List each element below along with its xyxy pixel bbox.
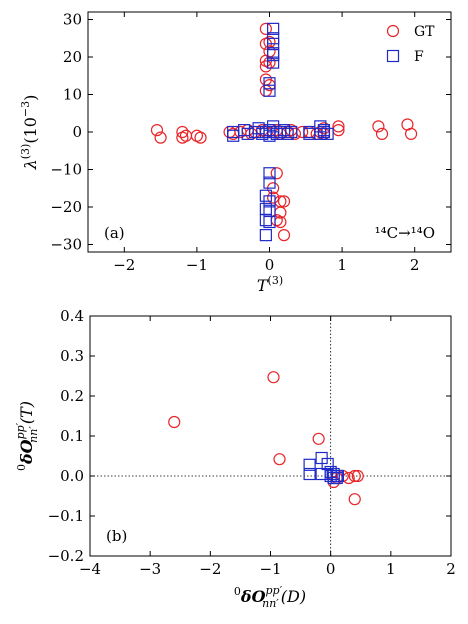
x-axis-title-b: 0δOpp′ nn′ (D) — [234, 584, 306, 610]
y-axis-title-b: 0δOpp′nn′(T) — [14, 401, 40, 471]
data-point-gt — [273, 453, 286, 466]
y-tick-label: 0.1 — [60, 427, 84, 445]
y-tick-label: −20 — [50, 198, 82, 216]
data-point-f — [263, 84, 276, 97]
data-point-f — [263, 176, 276, 189]
legend-marker-f — [386, 49, 400, 63]
panel-label-a: (a) — [104, 224, 125, 242]
x-tick-label: 2 — [410, 256, 420, 274]
series-f — [303, 451, 344, 485]
data-point-f — [330, 471, 343, 485]
y-tick-label: 30 — [63, 11, 82, 29]
reaction-annotation: ¹⁴C→¹⁴O — [375, 224, 435, 242]
y-tick-label: −0.1 — [48, 507, 84, 525]
data-point-f — [285, 125, 298, 139]
data-point-gt — [168, 415, 181, 429]
x-tick-label: 2 — [446, 560, 456, 578]
data-point-f — [263, 195, 276, 208]
panel-label-b: (b) — [106, 527, 127, 545]
x-tick-label: 1 — [386, 560, 396, 578]
y-tick-label: 0.2 — [60, 387, 84, 405]
data-point-f — [277, 124, 291, 137]
data-point-gt — [372, 120, 385, 133]
data-point-f — [263, 167, 276, 180]
data-point-gt — [176, 125, 189, 139]
x-tick-label: −2 — [113, 256, 135, 274]
data-point-gt — [277, 195, 291, 208]
data-point-gt — [404, 127, 418, 140]
x-tick-label: 0 — [326, 560, 336, 578]
y-tick-label: 0 — [72, 123, 82, 141]
data-point-gt — [267, 371, 280, 384]
data-point-f — [267, 49, 280, 62]
data-point-f — [317, 125, 331, 139]
data-point-gt — [267, 191, 280, 204]
data-point-f — [263, 77, 276, 90]
legend: GT F — [386, 24, 435, 65]
data-point-f — [267, 56, 280, 69]
panel-b-chart: −4 −3 −2 −1 0 1 2 −0.2 −0.1 0.0 0.1 0.2 0.3 0.4 (b) 0δO… — [14, 307, 456, 610]
x-tick-label: −4 — [79, 560, 101, 578]
data-point-gt — [348, 493, 361, 506]
data-point-f — [303, 458, 316, 471]
x-axis-title-a: T(3) — [257, 274, 283, 295]
data-point-f — [327, 467, 340, 481]
data-point-f — [259, 229, 272, 242]
data-point-gt — [348, 469, 361, 483]
data-point-gt — [375, 127, 389, 140]
data-point-gt — [194, 131, 207, 144]
data-point-gt — [259, 22, 272, 35]
data-point-f — [267, 22, 280, 35]
y-axis-title-a: λ(3)(10−3) — [19, 95, 40, 171]
data-point-gt — [154, 131, 167, 144]
legend-label-f: F — [414, 49, 424, 65]
series-f — [227, 22, 334, 242]
y-tick-label: 0.3 — [60, 347, 84, 365]
data-point-gt — [312, 432, 325, 445]
data-point-f — [314, 127, 327, 140]
data-point-f — [321, 127, 334, 140]
data-point-gt — [332, 120, 345, 133]
x-tick-label: −1 — [186, 256, 208, 274]
legend-marker-gt — [386, 24, 400, 38]
y-tick-label: 20 — [63, 48, 82, 66]
x-tick-label: 0 — [265, 256, 275, 274]
y-tick-label: 0.0 — [60, 467, 84, 485]
y-tick-label: −30 — [50, 236, 82, 254]
data-point-gt — [277, 229, 291, 242]
y-tick-label: −0.2 — [48, 547, 84, 565]
x-tick-label: −2 — [199, 560, 221, 578]
data-point-gt — [150, 124, 164, 137]
data-point-f — [259, 214, 272, 227]
x-tick-label: −3 — [139, 560, 161, 578]
y-tick-label: −10 — [50, 161, 82, 179]
data-point-f — [263, 215, 276, 229]
data-point-f — [281, 127, 294, 140]
data-point-f — [303, 467, 316, 481]
data-point-gt — [351, 469, 364, 483]
data-point-gt — [259, 60, 272, 73]
legend-label-gt: GT — [414, 24, 435, 40]
data-point-f — [331, 469, 344, 483]
y-tick-label: 0.4 — [60, 307, 84, 325]
x-tick-label: 1 — [337, 256, 347, 274]
data-point-gt — [270, 167, 283, 180]
x-tick-label: −1 — [259, 560, 281, 578]
y-tick-label: 10 — [63, 86, 82, 104]
